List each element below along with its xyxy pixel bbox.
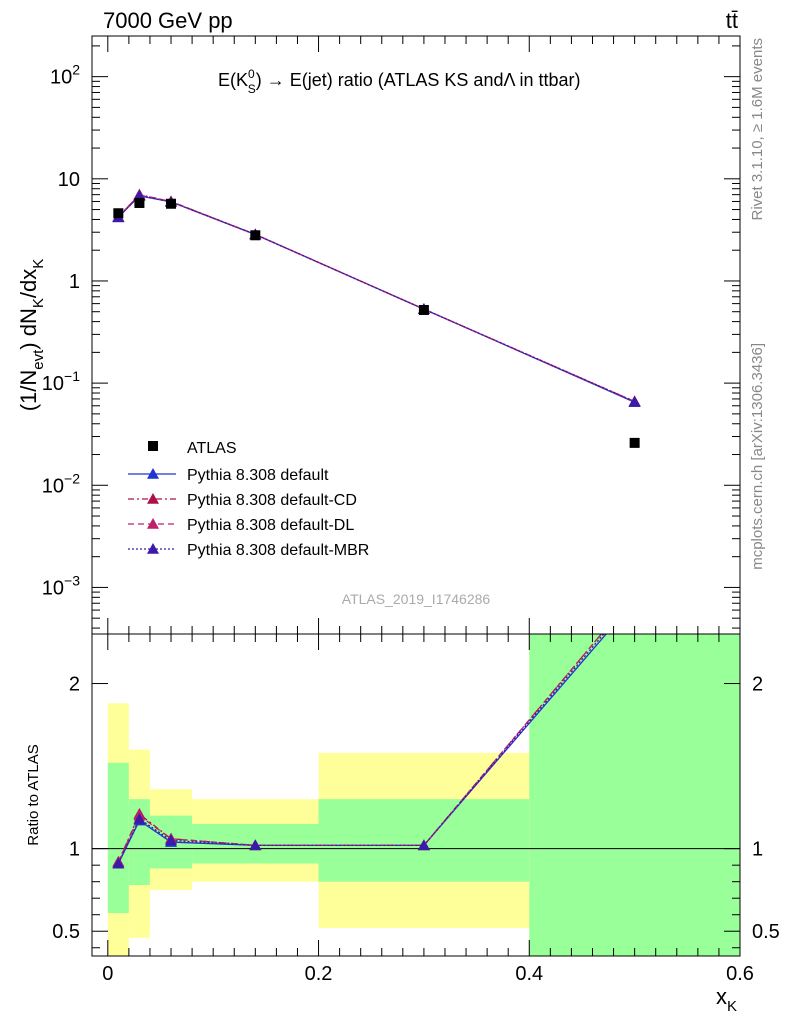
series-line-2	[117, 194, 635, 403]
series-line-1	[117, 193, 635, 403]
main-title: E(K0 S) → E(jet) ratio (ATLAS KS andΛ in …	[218, 67, 581, 96]
atlas-point	[250, 230, 261, 241]
atlas-point	[166, 198, 177, 209]
main-series	[112, 188, 641, 408]
atlas-data-points	[113, 197, 640, 448]
ratio-y-tick-label: 0.5	[52, 921, 80, 943]
energy-label: 7000 GeV pp	[103, 8, 233, 33]
legend-entry: Pythia 8.308 default-CD	[128, 492, 357, 509]
atlas-point	[418, 304, 429, 315]
y-tick-label: 10−2	[42, 470, 80, 497]
main-axis-ticks	[92, 36, 741, 634]
process-label: tt̄	[726, 8, 738, 33]
y-tick-label: 10−3	[42, 572, 80, 599]
y-tick-label: 102	[50, 62, 80, 89]
legend-label: Pythia 8.308 default-DL	[187, 517, 354, 534]
ratio-point	[165, 834, 178, 846]
ratio-y-tick-label: 1	[69, 839, 80, 861]
legend-marker	[147, 518, 159, 529]
legend-entry-atlas: ATLAS	[148, 440, 237, 457]
ratio-frame	[91, 633, 741, 957]
legend-atlas-marker	[148, 441, 158, 451]
ratio-point	[629, 595, 641, 606]
series-point	[133, 189, 146, 201]
ratio-tick-labels: 0.5 0.5 1 1 2 2 0 0.2 0.4 0.6	[52, 674, 780, 985]
legend-entry: Pythia 8.308 default-DL	[128, 517, 354, 534]
ratio-panel: 0.5 0.5 1 1 2 2 0 0.2 0.4 0.6 Ratio to ATLAS xK	[25, 588, 780, 1015]
legend-label: Pythia 8.308 default	[187, 467, 329, 484]
ratio-point	[112, 857, 125, 869]
ratio-point	[629, 588, 641, 599]
legend-entry: Pythia 8.308 default-MBR	[128, 542, 369, 559]
atlas-point	[134, 197, 145, 208]
legend-atlas-label: ATLAS	[187, 440, 237, 457]
ratio-point	[629, 588, 641, 599]
analysis-watermark: ATLAS_2019_I1746286	[342, 591, 491, 607]
uncertainty-bands	[107, 634, 740, 956]
band-green	[107, 762, 129, 914]
ratio-y-label: Ratio to ATLAS	[25, 744, 42, 845]
band-green	[128, 799, 150, 885]
ratio-line-3	[117, 634, 605, 864]
ratio-point	[629, 592, 641, 603]
legend: ATLAS Pythia 8.308 default Pythia 8.308 d…	[128, 440, 369, 559]
legend-label: Pythia 8.308 default-CD	[187, 492, 357, 509]
y-tick-label: 1	[69, 271, 80, 293]
main-panel: 10−3 10−2 10−1 1 10 102 E(K0 S) → E(jet) ratio…	[16, 35, 741, 635]
atlas-point	[629, 437, 640, 448]
series-point	[628, 395, 641, 407]
atlas-point	[113, 208, 124, 219]
ratio-y-tick-label-right: 1	[752, 839, 763, 861]
series-line-3	[117, 194, 635, 403]
main-y-tick-labels: 10−3 10−2 10−1 1 10 102	[42, 62, 80, 600]
legend-marker	[147, 543, 159, 554]
legend-marker	[147, 493, 159, 504]
legend-marker	[147, 468, 159, 479]
x-tick-label: 0.6	[726, 963, 754, 985]
y-tick-label: 10	[58, 169, 80, 191]
legend-entry: Pythia 8.308 default	[128, 467, 329, 484]
ratio-series	[112, 588, 641, 869]
x-tick-label: 0.2	[305, 963, 333, 985]
x-tick-label: 0.4	[515, 963, 543, 985]
band-green	[529, 634, 740, 956]
legend-label: Pythia 8.308 default-MBR	[187, 542, 369, 559]
ratio-point	[417, 839, 430, 851]
ratio-y-tick-label: 2	[69, 674, 80, 696]
series-line-0	[117, 195, 635, 403]
rivet-label: Rivet 3.1.10, ≥ 1.6M events	[749, 38, 766, 221]
y-tick-label: 10−1	[42, 368, 80, 395]
ratio-point	[249, 839, 262, 851]
mcplots-label: mcplots.cern.ch [arXiv:1306.3436]	[749, 343, 766, 570]
ratio-line-0	[117, 634, 608, 864]
ratio-y-tick-label-right: 2	[752, 674, 763, 696]
ratio-x-label: xK	[716, 984, 737, 1015]
x-tick-label: 0	[102, 963, 113, 985]
ratio-point	[133, 812, 146, 824]
ratio-y-tick-label-right: 0.5	[752, 921, 780, 943]
